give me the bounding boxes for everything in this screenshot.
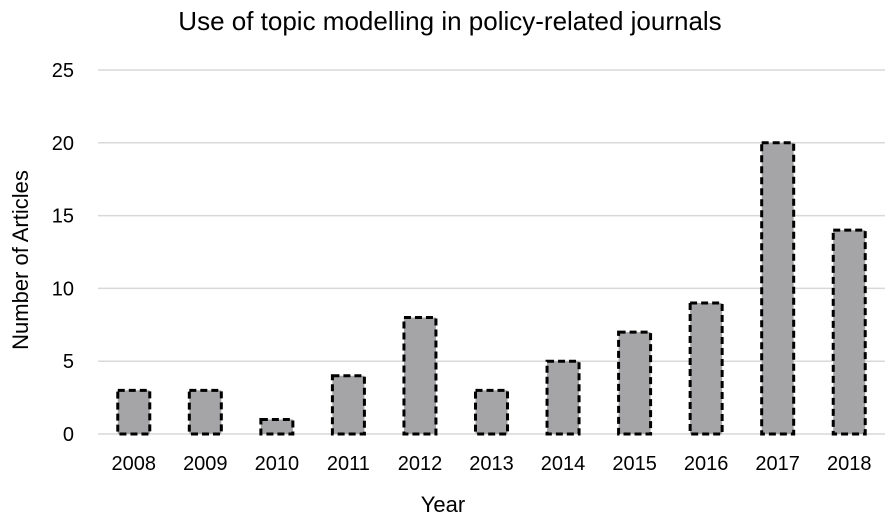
bar-2009 bbox=[187, 388, 223, 436]
gridlines bbox=[98, 69, 885, 435]
x-axis-title: Year bbox=[421, 492, 465, 517]
bar-2011 bbox=[330, 374, 366, 436]
x-tick-label: 2009 bbox=[183, 453, 228, 475]
x-tick-label: 2013 bbox=[469, 453, 514, 475]
y-tick-label: 10 bbox=[52, 278, 74, 300]
x-tick-label: 2015 bbox=[612, 453, 657, 475]
bar-2015 bbox=[617, 330, 653, 436]
x-tick-label: 2011 bbox=[327, 453, 370, 475]
y-axis-title: Number of Articles bbox=[8, 170, 33, 350]
x-tick-labels: 2008 2009 2010 2011 2012 2013 2014 2015 2016 2017… bbox=[112, 453, 872, 475]
x-tick-label: 2016 bbox=[684, 453, 729, 475]
x-tick-label: 2010 bbox=[255, 453, 300, 475]
y-tick-label: 15 bbox=[52, 206, 74, 228]
bar-2016 bbox=[688, 301, 724, 436]
bar-2013 bbox=[474, 388, 509, 436]
bar-2017 bbox=[760, 141, 796, 436]
bar-2014 bbox=[545, 359, 581, 436]
bar-2018 bbox=[831, 228, 867, 436]
x-tick-label: 2012 bbox=[398, 453, 443, 475]
x-tick-label: 2017 bbox=[755, 453, 800, 475]
x-tick-label: 2008 bbox=[112, 453, 157, 475]
y-tick-label: 20 bbox=[52, 133, 74, 155]
y-tick-label: 5 bbox=[63, 351, 74, 373]
y-tick-label: 0 bbox=[63, 424, 74, 446]
chart-title: Use of topic modelling in policy-related… bbox=[178, 6, 721, 36]
bars bbox=[116, 141, 867, 436]
y-tick-label: 25 bbox=[52, 60, 74, 82]
x-tick-label: 2018 bbox=[827, 453, 872, 475]
x-tick-label: 2014 bbox=[541, 453, 586, 475]
y-tick-labels: 0 5 10 15 20 25 bbox=[52, 60, 74, 446]
bar-2008 bbox=[116, 388, 152, 436]
bar-2010 bbox=[259, 417, 295, 436]
bar-2012 bbox=[402, 316, 438, 436]
